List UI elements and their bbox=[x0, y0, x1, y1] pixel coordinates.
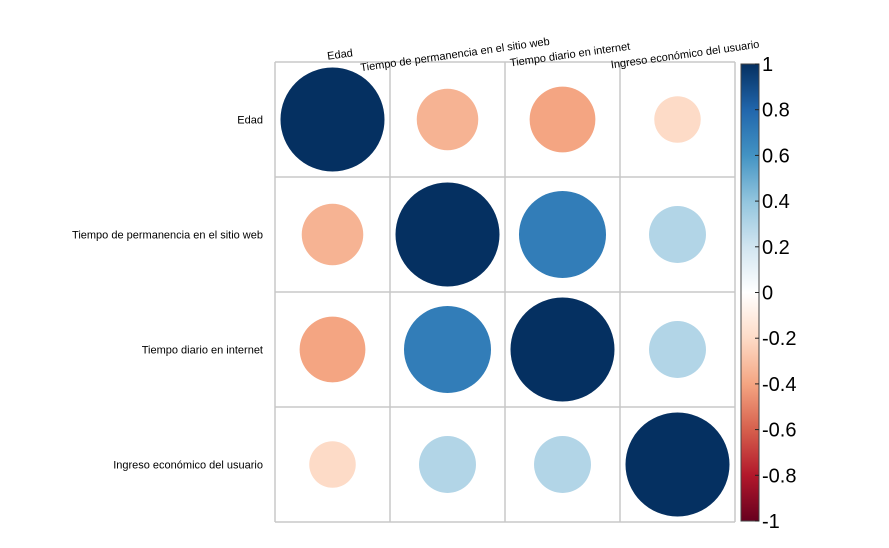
column-labels: Edad Tiempo de permanencia en el sitio we… bbox=[327, 36, 761, 74]
correlation-circle-2-2 bbox=[510, 297, 615, 402]
colorbar-tick-label: -0.6 bbox=[762, 420, 796, 442]
column-label: Ingreso económico del usuario bbox=[610, 39, 760, 72]
row-labels: Edad Tiempo de permanencia en el sitio we… bbox=[72, 115, 263, 472]
correlation-circle-0-2 bbox=[529, 86, 596, 153]
row-label: Tiempo de permanencia en el sitio web bbox=[72, 230, 263, 242]
correlation-circle-3-2 bbox=[534, 436, 591, 493]
colorbar-tick-label: 0.4 bbox=[762, 191, 790, 213]
correlation-circle-3-3 bbox=[625, 412, 730, 517]
colorbar-tick-label: 0 bbox=[762, 283, 773, 305]
correlation-circle-0-1 bbox=[416, 88, 479, 151]
row-label: Tiempo diario en internet bbox=[142, 345, 263, 357]
colorbar-tick-label: 0.2 bbox=[762, 237, 790, 259]
correlation-circle-1-2 bbox=[518, 190, 607, 279]
correlation-circle-1-3 bbox=[649, 206, 706, 263]
colorbar-tick-label: -0.4 bbox=[762, 374, 796, 396]
correlation-circle-2-0 bbox=[299, 316, 366, 383]
colorbar: 1 0.8 0.6 0.4 0.2 0 -0.2 -0.4 -0.6 -0.8 -1 bbox=[740, 54, 796, 533]
column-label: Edad bbox=[327, 47, 354, 62]
row-label: Ingreso económico del usuario bbox=[113, 460, 263, 472]
colorbar-tick-label: -1 bbox=[762, 511, 780, 533]
colorbar-tick-label: -0.2 bbox=[762, 328, 796, 350]
correlation-circle-2-3 bbox=[649, 321, 706, 378]
colorbar-tick-label: 1 bbox=[762, 54, 773, 76]
colorbar-tick-label: -0.8 bbox=[762, 465, 796, 487]
colorbar-tick-label: 0.6 bbox=[762, 145, 790, 167]
correlation-circle-1-1 bbox=[395, 182, 500, 287]
correlation-circle-0-3 bbox=[654, 96, 701, 143]
colorbar-tick-label: 0.8 bbox=[762, 100, 790, 122]
correlation-circle-3-1 bbox=[419, 436, 476, 493]
circles bbox=[280, 67, 730, 517]
correlation-circle-1-0 bbox=[301, 203, 364, 266]
grid bbox=[274, 61, 736, 523]
correlation-circle-3-0 bbox=[309, 441, 356, 488]
correlation-circle-2-1 bbox=[403, 305, 492, 394]
row-label: Edad bbox=[237, 115, 263, 127]
correlation-circle-0-0 bbox=[280, 67, 385, 172]
